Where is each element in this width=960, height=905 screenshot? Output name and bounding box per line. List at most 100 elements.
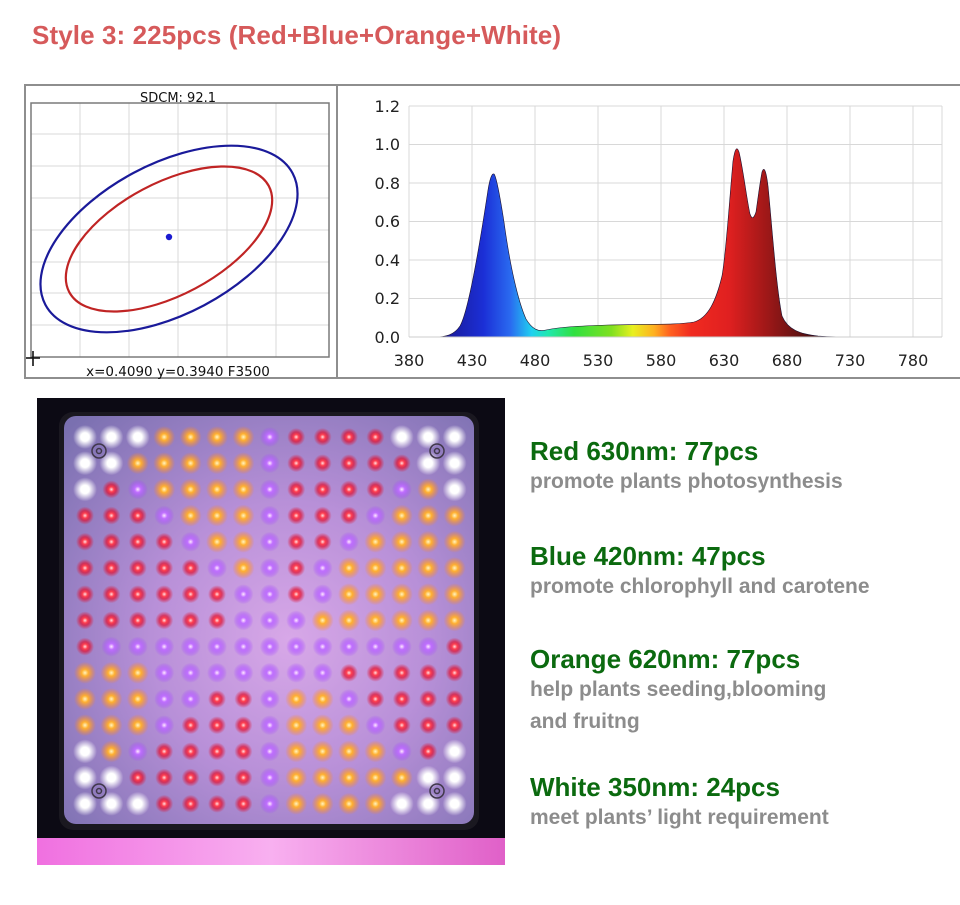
led-red — [102, 506, 121, 525]
spec-item-blue: Blue 420nm: 47pcs promote chlorophyll an… — [530, 541, 870, 603]
led-orange — [206, 530, 228, 553]
led-blue — [312, 662, 333, 683]
panel-reflection — [37, 838, 505, 865]
led-blue — [312, 558, 333, 578]
led-red — [392, 690, 411, 708]
led-orange — [443, 583, 466, 606]
led-red — [76, 585, 94, 604]
led-red — [287, 428, 306, 446]
led-blue — [339, 531, 359, 552]
led-orange — [311, 740, 334, 763]
led-white — [442, 477, 467, 502]
led-white — [73, 425, 97, 449]
led-blue — [259, 479, 280, 500]
spec-description: and fruitng — [530, 710, 640, 733]
led-orange — [179, 426, 202, 448]
led-orange — [100, 661, 123, 684]
led-orange — [311, 792, 334, 815]
led-red — [340, 663, 358, 682]
led-blue — [391, 479, 412, 500]
led-orange — [232, 530, 255, 553]
led-orange — [206, 426, 228, 448]
led-red — [234, 742, 253, 761]
led-red — [155, 768, 174, 787]
x-tick: 380 — [394, 351, 425, 370]
spec-description: promote chlorophyll and carotene — [530, 575, 870, 598]
x-tick: 780 — [898, 351, 929, 370]
sdcm-chart: SDCM: 92.1 x=0.4090 y=0.3940 F3500 — [26, 91, 330, 379]
y-tick: 0.4 — [375, 251, 400, 270]
led-orange — [364, 557, 387, 579]
sdcm-grid — [31, 103, 329, 357]
led-orange — [126, 688, 149, 710]
chart-divider — [336, 84, 338, 379]
led-orange — [179, 478, 202, 501]
led-orange — [364, 609, 387, 632]
led-blue — [339, 689, 359, 709]
led-red — [181, 716, 200, 735]
led-red — [234, 716, 253, 735]
led-blue — [180, 531, 201, 552]
led-orange — [443, 504, 466, 527]
spec-heading: Red 630nm: 77pcs — [530, 436, 759, 466]
led-blue — [207, 636, 227, 657]
led-red — [76, 559, 94, 577]
led-orange — [417, 583, 440, 606]
led-blue — [365, 505, 386, 526]
x-tick: 430 — [457, 351, 488, 370]
spectrum-grid — [408, 105, 943, 338]
led-red — [102, 532, 121, 551]
led-orange — [364, 792, 387, 815]
led-orange — [390, 530, 413, 553]
led-blue — [154, 662, 175, 683]
led-blue — [154, 715, 175, 736]
led-blue — [101, 636, 122, 657]
led-red — [419, 663, 438, 682]
inner-ellipse — [64, 165, 274, 313]
led-blue — [127, 479, 148, 500]
led-white — [73, 477, 97, 502]
spec-heading: Orange 620nm: 77pcs — [530, 644, 801, 674]
led-orange — [100, 740, 123, 763]
led-orange — [74, 714, 96, 737]
led-blue — [365, 636, 386, 657]
led-red — [392, 454, 411, 473]
spec-item-white: White 350nm: 24pcs meet plants’ light re… — [530, 772, 829, 834]
led-orange — [338, 766, 360, 789]
crosshair-icon — [26, 351, 40, 366]
led-orange — [285, 714, 308, 737]
mount-screw-icon — [91, 443, 445, 799]
led-red — [76, 637, 94, 656]
led-orange — [338, 714, 360, 737]
chromaticity-caption: x=0.4090 y=0.3940 F3500 — [86, 364, 270, 379]
led-red — [392, 716, 411, 735]
led-red — [340, 454, 358, 473]
led-white — [73, 739, 97, 764]
spectrum-area — [433, 148, 859, 338]
led-blue — [312, 584, 333, 605]
led-red — [208, 768, 226, 787]
led-orange — [232, 557, 255, 579]
led-red — [102, 559, 121, 577]
led-red — [76, 506, 94, 525]
led-white — [125, 791, 150, 816]
x-tick: 730 — [835, 351, 866, 370]
led-blue — [286, 610, 307, 631]
led-red — [287, 480, 306, 499]
led-red — [340, 480, 358, 499]
spectrum-chart: 1.2 1.0 0.8 0.6 0.4 0.2 0.0 380 430 480 … — [375, 97, 943, 370]
sdcm-label: SDCM: 92.1 — [140, 91, 216, 106]
led-blue — [286, 636, 307, 657]
led-red — [102, 480, 121, 499]
led-blue — [127, 741, 148, 762]
led-orange — [443, 557, 466, 579]
led-red — [419, 716, 438, 735]
led-red — [366, 480, 385, 499]
led-orange — [417, 504, 440, 527]
led-white — [416, 791, 441, 816]
led-orange — [153, 478, 176, 501]
led-red — [366, 428, 385, 446]
led-blue — [233, 662, 254, 683]
led-orange — [153, 426, 176, 448]
led-orange — [390, 583, 413, 606]
